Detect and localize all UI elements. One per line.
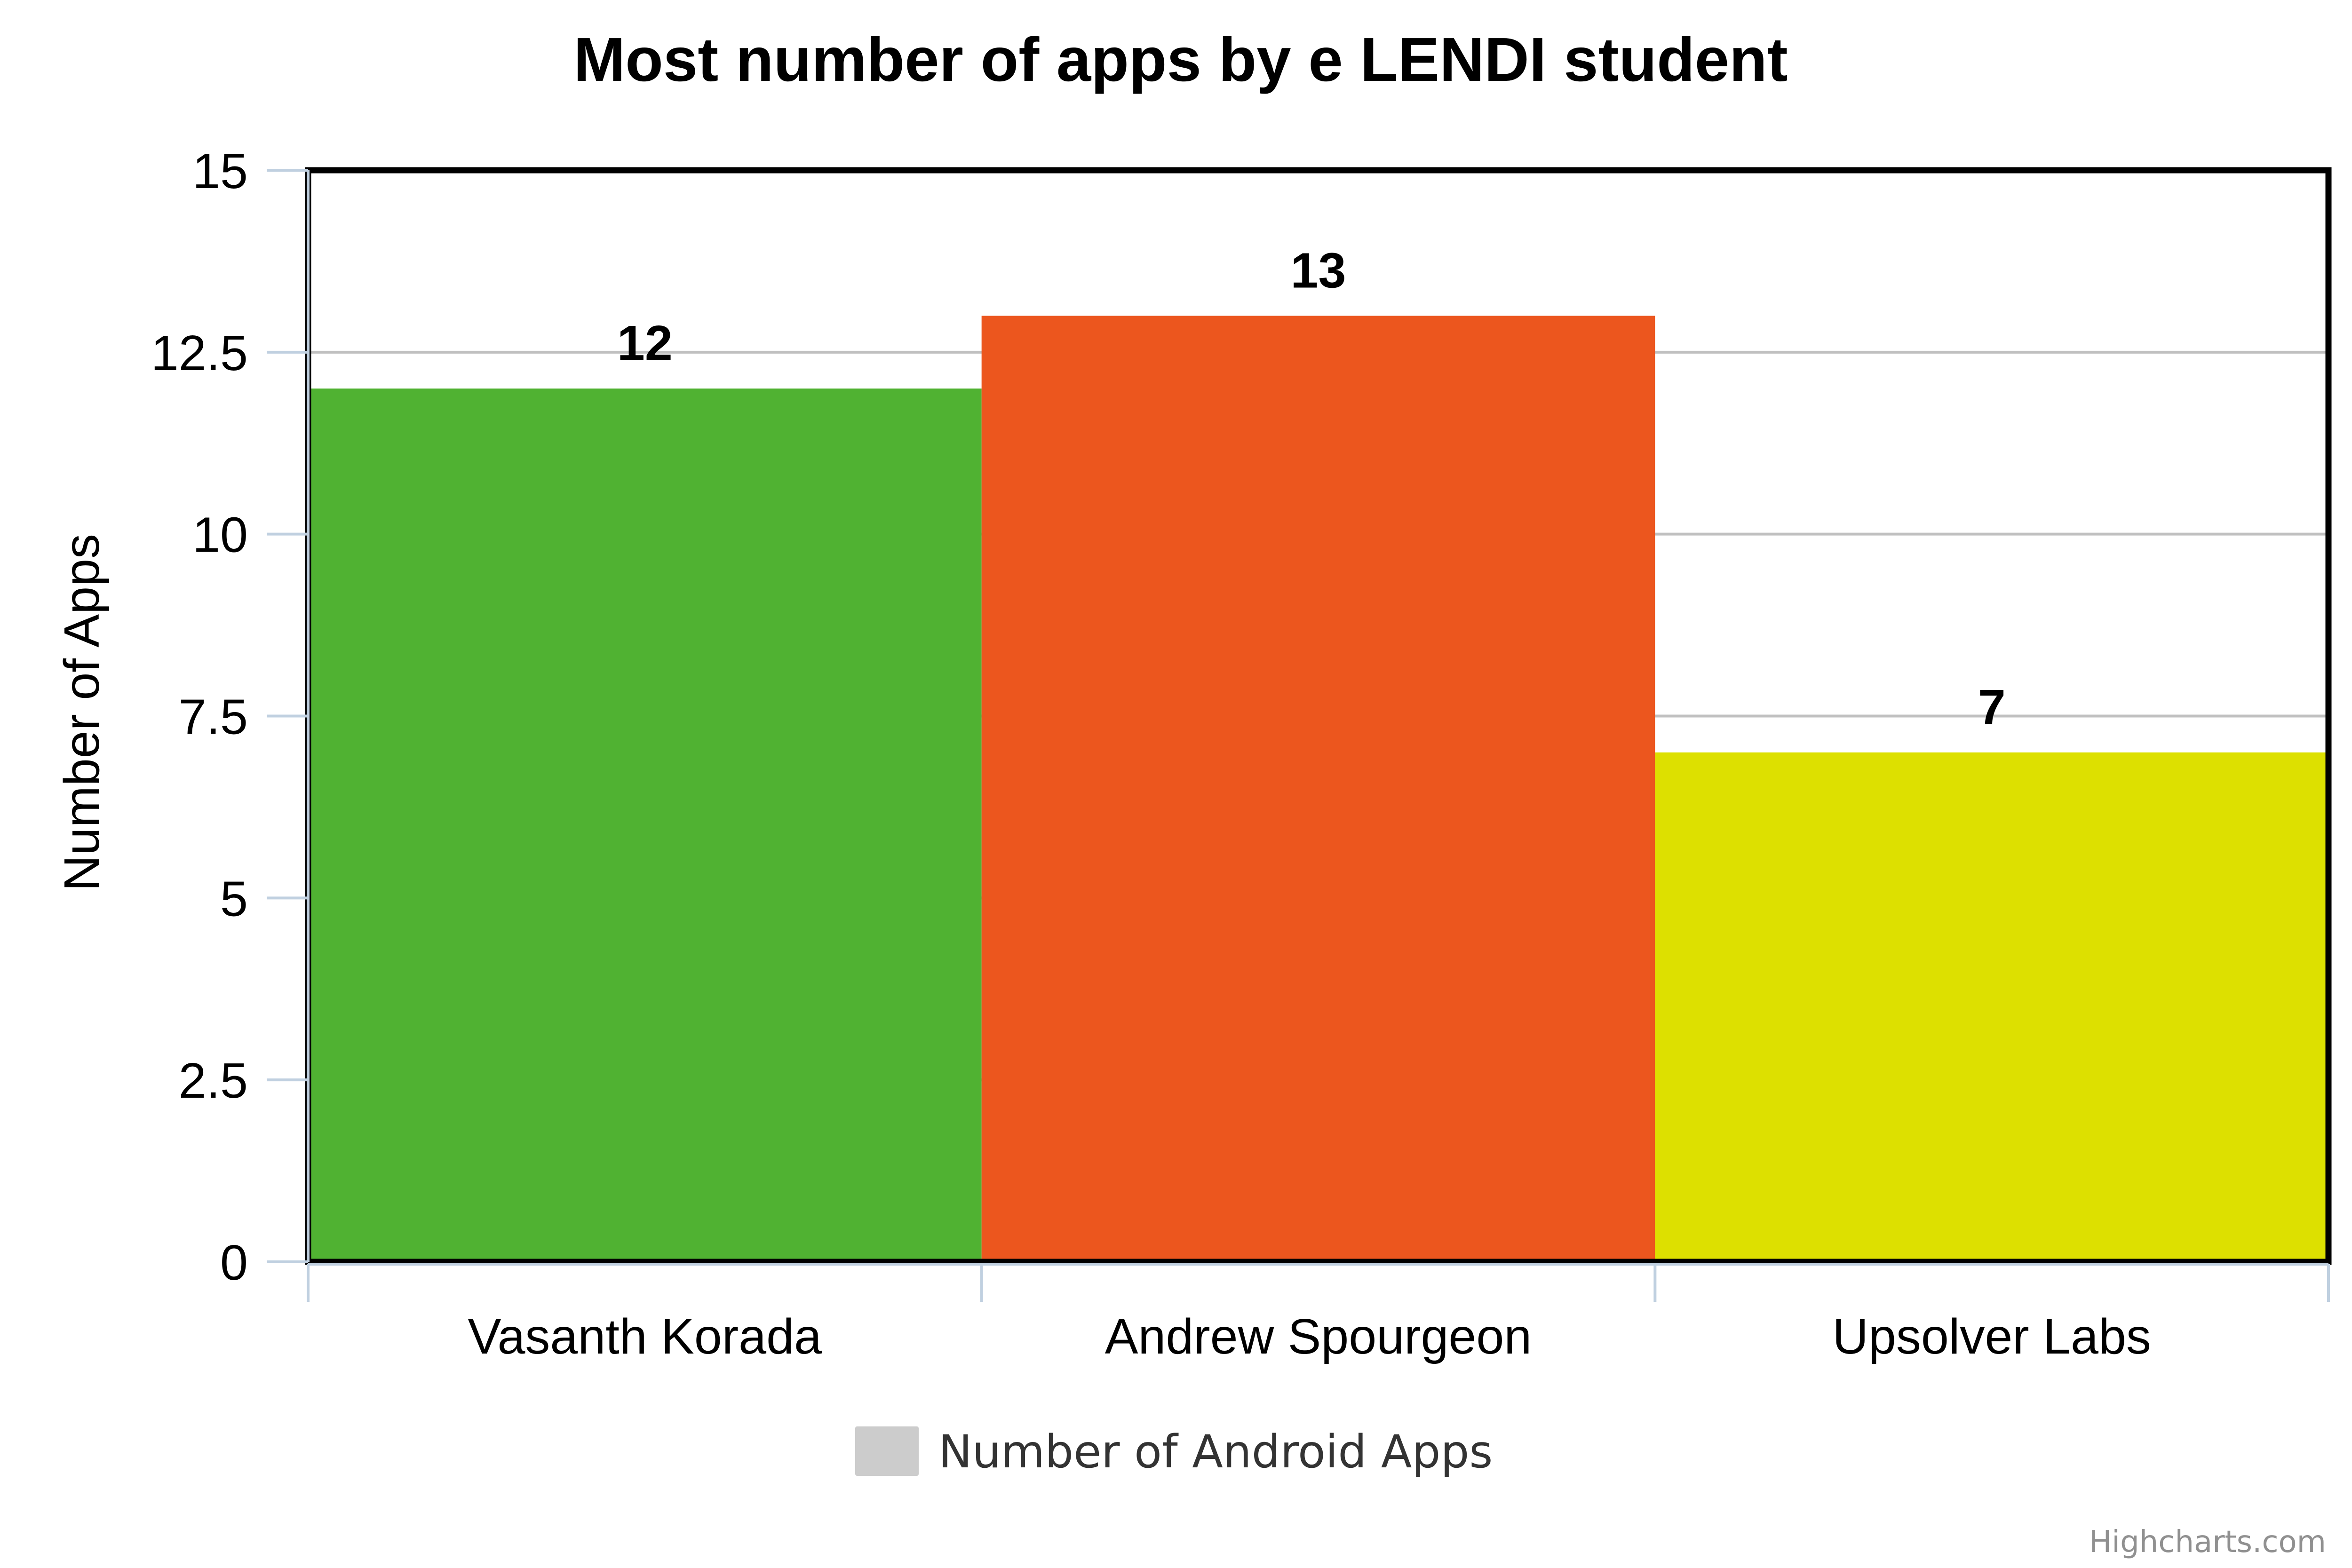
x-tick-label: Upsolver Labs xyxy=(1832,1309,2151,1364)
y-tick-label: 5 xyxy=(220,871,248,927)
tick-labels: 0 2.5 5 7.5 10 12.5 15 Vasanth Korada Andrew Spo… xyxy=(151,143,2151,1364)
y-tick-label: 15 xyxy=(192,143,248,199)
legend-swatch xyxy=(855,1426,919,1476)
y-tick-label: 12.5 xyxy=(151,325,248,381)
x-tick-label: Vasanth Korada xyxy=(468,1309,822,1364)
y-axis-title: Number of Apps xyxy=(54,534,110,891)
x-tick-label: Andrew Spourgeon xyxy=(1105,1309,1532,1364)
data-labels: 12 13 7 xyxy=(617,243,2006,735)
data-label: 12 xyxy=(617,316,673,371)
bar-vasanth-korada[interactable] xyxy=(308,388,982,1262)
data-label: 13 xyxy=(1291,243,1346,298)
bar-upsolver-labs[interactable] xyxy=(1655,752,2328,1262)
axes xyxy=(267,169,2330,1302)
y-tick-label: 2.5 xyxy=(179,1053,248,1109)
bar-andrew-spourgeon[interactable] xyxy=(981,316,1655,1262)
data-label: 7 xyxy=(1978,680,2006,735)
bars xyxy=(308,316,2328,1262)
y-tick-label: 10 xyxy=(192,507,248,563)
y-tick-label: 0 xyxy=(220,1235,248,1291)
y-tick-label: 7.5 xyxy=(179,689,248,745)
legend[interactable]: Number of Android Apps xyxy=(855,1425,1493,1478)
chart-title: Most number of apps by e LENDI student xyxy=(573,25,1788,94)
legend-label: Number of Android Apps xyxy=(938,1425,1493,1478)
credit-link[interactable]: Highcharts.com xyxy=(2089,1525,2326,1560)
